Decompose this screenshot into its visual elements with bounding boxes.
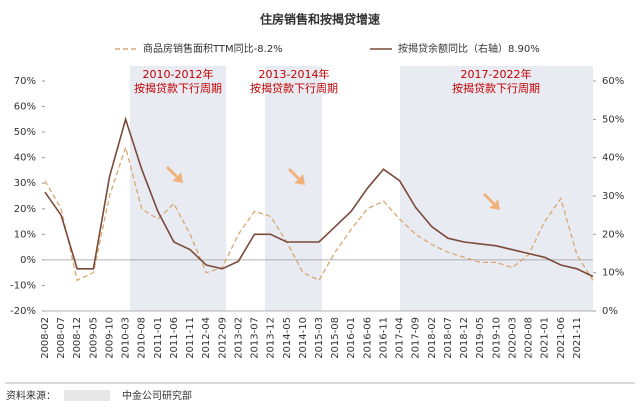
- x-tick-label: 2013-12: [266, 317, 277, 359]
- y-tick-label: -20%: [10, 306, 36, 317]
- x-tick-label: 2016-11: [378, 317, 389, 359]
- y2-tick-label: 40%: [602, 153, 624, 164]
- x-tick-label: 2012-09: [217, 317, 228, 359]
- y-tick-label: -10%: [10, 280, 36, 291]
- y-tick-label: 0%: [20, 255, 36, 266]
- x-tick-label: 2015-03: [314, 317, 325, 359]
- x-tick-label: 2020-03: [507, 317, 518, 359]
- x-tick-label: 2011-01: [153, 317, 164, 359]
- x-tick-label: 2017-09: [411, 317, 422, 359]
- annotation: 按揭贷款下行周期: [250, 81, 338, 95]
- x-tick-label: 2019-10: [491, 317, 502, 359]
- y-tick-label: 40%: [14, 153, 36, 164]
- annotation: 按揭贷款下行周期: [134, 81, 222, 95]
- period-band: [400, 66, 593, 311]
- series-line: [44, 145, 594, 282]
- series-line: [44, 116, 594, 278]
- source-label: 资料来源：: [6, 389, 56, 402]
- legend-label: 商品房销售面积TTM同比-8.2%: [143, 42, 283, 55]
- y2-tick-label: 20%: [602, 229, 624, 240]
- x-tick-label: 2015-08: [330, 317, 341, 359]
- x-tick-label: 2014-10: [298, 317, 309, 359]
- x-tick-label: 2010-03: [121, 317, 132, 359]
- x-tick-label: 2016-06: [362, 317, 373, 359]
- y-tick-label: 60%: [14, 102, 36, 113]
- blurred-text: [64, 390, 110, 401]
- x-tick-label: 2011-06: [169, 317, 180, 359]
- x-tick-label: 2021-01: [540, 317, 551, 359]
- x-tick-label: 2012-04: [201, 317, 212, 359]
- x-tick-label: 2009-05: [88, 317, 99, 359]
- x-tick-label: 2009-10: [104, 317, 115, 359]
- y-tick-label: 30%: [14, 178, 36, 189]
- x-tick-label: 2020-08: [524, 317, 535, 359]
- x-tick-label: 2011-11: [185, 317, 196, 359]
- y-tick-label: 10%: [14, 229, 36, 240]
- y-tick-label: 50%: [14, 127, 36, 138]
- x-tick-label: 2019-05: [475, 317, 486, 359]
- x-tick-label: 2016-01: [346, 317, 357, 359]
- y2-tick-label: 30%: [602, 191, 624, 202]
- y-tick-label: 20%: [14, 204, 36, 215]
- y2-tick-label: 50%: [602, 114, 624, 125]
- arrows: [166, 166, 500, 210]
- x-tick-label: 2014-05: [282, 317, 293, 359]
- y-tick-label: 70%: [14, 76, 36, 87]
- y2-tick-label: 0%: [602, 306, 618, 317]
- x-tick-label: 2018-02: [427, 317, 438, 359]
- x-tick-label: 2010-08: [137, 317, 148, 359]
- x-tick-label: 2013-07: [250, 317, 261, 359]
- x-tick-label: 2008-07: [56, 317, 67, 359]
- annotation: 2013-2014年: [259, 67, 330, 81]
- y2-tick-label: 60%: [602, 76, 624, 87]
- x-tick-label: 2008-12: [72, 317, 83, 359]
- chart-title: 住房销售和按揭贷增速: [260, 12, 380, 27]
- x-tick-label: 2008-02: [40, 317, 51, 359]
- y2-tick-label: 10%: [602, 268, 624, 279]
- x-tick-label: 2018-07: [443, 317, 454, 359]
- annotation: 2017-2022年: [461, 67, 532, 81]
- x-tick-label: 2013-02: [233, 317, 244, 359]
- legend-label: 按揭贷余额同比（右轴）8.90%: [398, 42, 540, 55]
- x-tick-label: 2021-06: [556, 317, 567, 359]
- source-name: 中金公司研究部: [122, 389, 192, 402]
- period-band: [130, 66, 226, 311]
- x-tick-label: 2018-12: [459, 317, 470, 359]
- x-tick-label: 2021-11: [572, 317, 583, 359]
- annotation: 2010-2012年: [143, 67, 214, 81]
- period-band: [265, 66, 322, 311]
- x-tick-label: 2017-04: [395, 317, 406, 359]
- annotation: 按揭贷款下行周期: [452, 81, 540, 95]
